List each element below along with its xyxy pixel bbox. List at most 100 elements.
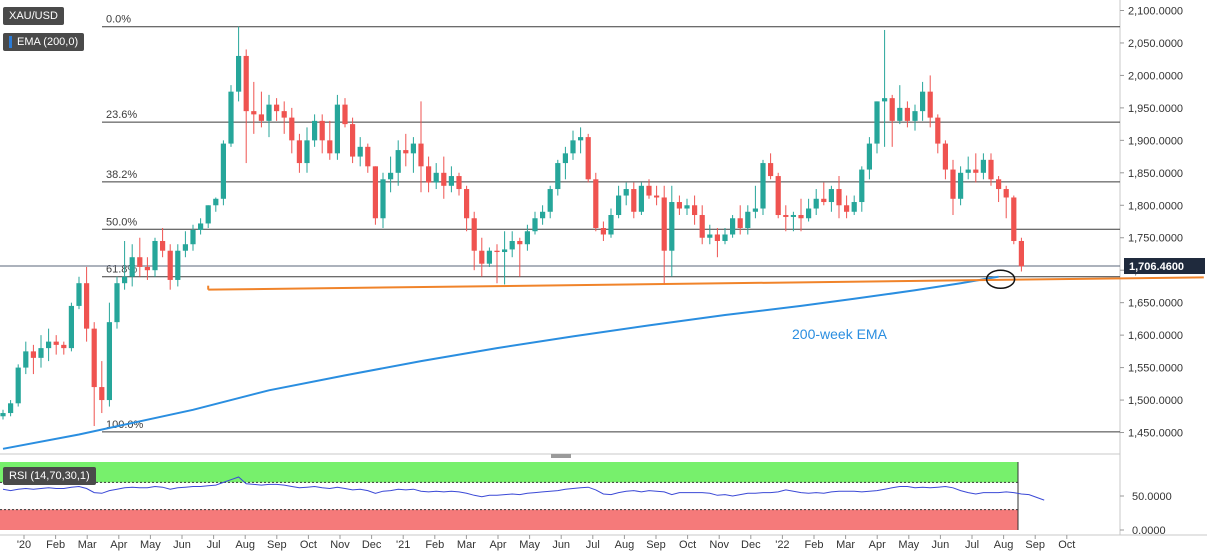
candle-body	[372, 166, 378, 219]
candle-body	[988, 159, 994, 180]
ema-legend[interactable]: EMA (200,0)	[3, 33, 85, 51]
candle-26	[198, 218, 204, 235]
price-tick-label: 2,050.0000	[1128, 38, 1183, 50]
candle-body	[243, 55, 249, 112]
candle-6	[46, 328, 52, 362]
fib-level-label: 0.0%	[106, 14, 131, 26]
candle-57	[433, 163, 439, 190]
time-tick-label: Sep	[646, 539, 666, 551]
candle-20	[152, 237, 158, 277]
candle-122	[927, 75, 933, 128]
candle-body	[448, 176, 454, 186]
symbol-legend[interactable]: XAU/USD	[3, 7, 64, 25]
candle-125	[950, 159, 956, 216]
candle-body	[570, 140, 576, 154]
candle-39	[296, 133, 302, 173]
candle-93	[707, 224, 713, 245]
candle-43	[327, 120, 333, 160]
candle-body	[23, 351, 29, 368]
candle-body	[866, 143, 872, 170]
candle-body	[236, 55, 242, 92]
candle-body	[129, 257, 135, 277]
candle-body	[684, 205, 690, 209]
candle-25	[190, 224, 196, 251]
price-tick-label: 1,550.0000	[1128, 363, 1183, 375]
price-tick-label: 1,900.0000	[1128, 135, 1183, 147]
candle-72	[547, 185, 553, 219]
price-tick-label: 1,600.0000	[1128, 330, 1183, 342]
candle-body	[350, 124, 356, 157]
candle-101	[768, 153, 774, 180]
rsi-tick-label: 50.0000	[1132, 491, 1172, 503]
candle-48	[365, 143, 371, 173]
fib-level-label: 50.0%	[106, 216, 137, 228]
candle-68	[517, 237, 523, 277]
candle-body	[471, 218, 477, 251]
candle-body	[1003, 189, 1009, 198]
price-tick-label: 2,100.0000	[1128, 5, 1183, 17]
candle-118	[897, 85, 903, 125]
time-tick-label: Feb	[46, 539, 65, 551]
candle-69	[524, 224, 530, 251]
time-tick-label: Apr	[110, 539, 127, 551]
candle-body	[874, 101, 880, 144]
candle-body	[76, 283, 82, 306]
candle-18	[137, 237, 143, 277]
time-tick-label: Mar	[836, 539, 855, 551]
candle-102	[775, 172, 781, 219]
rsi-legend[interactable]: RSI (14,70,30,1)	[3, 467, 96, 485]
candle-body	[623, 189, 629, 196]
candle-54	[410, 137, 416, 173]
candle-body	[106, 322, 112, 401]
candle-body	[904, 107, 910, 121]
candle-body	[692, 205, 698, 216]
price-tick-label: 1,850.0000	[1128, 168, 1183, 180]
candle-body	[631, 189, 637, 212]
candle-body	[851, 202, 857, 212]
fib-level-label: 38.2%	[106, 169, 137, 181]
rsi-tick-label: 0.0000	[1132, 525, 1166, 537]
price-tick-label: 1,750.0000	[1128, 233, 1183, 245]
candle-60	[456, 172, 462, 196]
candle-body	[524, 231, 530, 245]
candle-79	[600, 221, 606, 241]
candle-27	[205, 205, 211, 228]
candle-35	[266, 94, 272, 138]
candle-body	[137, 257, 143, 267]
time-tick-label: Nov	[709, 539, 729, 551]
candle-body	[562, 153, 568, 164]
candle-119	[904, 101, 910, 128]
time-tick-label: Jul	[207, 539, 221, 551]
candle-body	[160, 240, 166, 251]
candle-body	[464, 189, 470, 219]
candle-8	[61, 341, 67, 355]
candle-body	[730, 218, 736, 235]
candle-body	[882, 98, 888, 102]
candle-body	[258, 114, 264, 121]
candle-body	[91, 328, 97, 388]
trendline-path	[208, 276, 1204, 291]
candle-body	[486, 250, 492, 264]
candle-103	[783, 205, 789, 232]
candle-body	[897, 107, 903, 121]
candle-body	[30, 351, 36, 358]
time-tick-label: Aug	[235, 539, 255, 551]
candle-44	[334, 94, 340, 160]
candle-76	[578, 127, 584, 154]
last-price-tag	[1124, 258, 1205, 275]
candle-85	[646, 179, 652, 199]
candle-73	[555, 159, 561, 196]
candle-body	[927, 91, 933, 118]
candle-75	[570, 130, 576, 160]
candle-50	[380, 172, 386, 228]
candle-body	[220, 143, 226, 199]
candle-47	[357, 137, 363, 167]
candle-131	[996, 176, 1002, 203]
candle-29	[220, 140, 226, 206]
candle-body	[433, 172, 439, 183]
candle-body	[540, 211, 546, 219]
candle-body	[547, 189, 553, 212]
candle-body	[950, 169, 956, 199]
candle-body	[775, 176, 781, 216]
